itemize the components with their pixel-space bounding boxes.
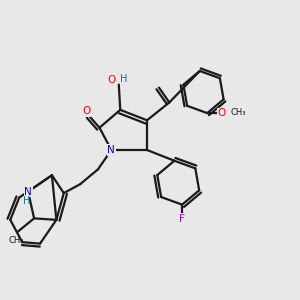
- Text: N: N: [24, 187, 32, 196]
- Text: O: O: [107, 75, 116, 85]
- Text: H: H: [23, 196, 30, 206]
- Text: O: O: [82, 106, 90, 116]
- Text: N: N: [107, 145, 115, 155]
- Text: F: F: [179, 214, 185, 224]
- Text: CH₃: CH₃: [8, 236, 24, 245]
- Text: H: H: [121, 74, 128, 84]
- Text: O: O: [218, 108, 226, 118]
- Text: CH₃: CH₃: [230, 108, 246, 117]
